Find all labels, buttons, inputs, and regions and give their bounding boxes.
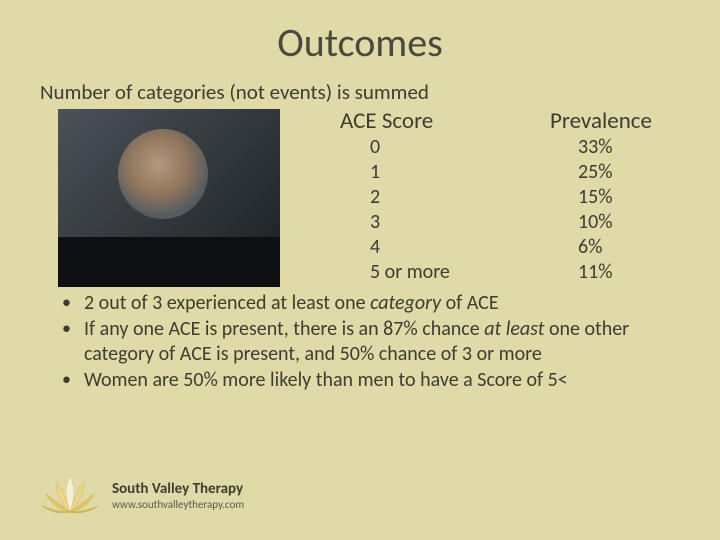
cell-prev: 25% [572,160,672,185]
table-wrap: ACE Score Prevalence 0 33% 1 25% 2 15% 3… [40,107,680,287]
bullet-em: category [370,291,441,315]
cell-prev: 33% [572,135,672,160]
cell-prev: 11% [572,260,672,285]
bullet-text: of ACE [441,291,499,315]
content-area: Number of categories (not events) is sum… [0,67,720,393]
page-title: Outcomes [0,0,720,67]
header-prevalence: Prevalence [550,107,680,135]
cell-prev: 6% [572,235,672,260]
cell-prev: 10% [572,210,672,235]
bullet-item: 2 out of 3 experienced at least one cate… [62,291,680,317]
header-ace-score: ACE Score [340,107,550,135]
footer: South Valley Therapy www.southvalleyther… [38,468,244,524]
bullet-em: at least [484,317,544,341]
table-row: 4 6% [340,235,680,260]
stressed-man-photo [58,109,280,287]
table-header: ACE Score Prevalence [340,107,680,135]
table-row: 3 10% [340,210,680,235]
table-row: 1 25% [340,160,680,185]
bullet-list: 2 out of 3 experienced at least one cate… [40,291,680,393]
cell-score: 5 or more [340,260,572,285]
cell-score: 4 [340,235,572,260]
bullet-text: If any one ACE is present, there is an 8… [84,317,484,341]
brand-url: www.southvalleytherapy.com [112,498,244,511]
bullet-text: Women are 50% more likely than men to ha… [84,368,568,392]
table-row: 0 33% [340,135,680,160]
bullet-item: Women are 50% more likely than men to ha… [62,368,680,394]
lotus-icon [38,468,102,524]
table-row: 2 15% [340,185,680,210]
cell-score: 3 [340,210,572,235]
bullet-text: 2 out of 3 experienced at least one [84,291,370,315]
cell-score: 1 [340,160,572,185]
intro-text: Number of categories (not events) is sum… [40,79,680,105]
footer-text: South Valley Therapy www.southvalleyther… [112,480,244,513]
cell-prev: 15% [572,185,672,210]
cell-score: 0 [340,135,572,160]
brand-name: South Valley Therapy [112,480,244,498]
ace-table: ACE Score Prevalence 0 33% 1 25% 2 15% 3… [280,107,680,285]
bullet-item: If any one ACE is present, there is an 8… [62,317,680,368]
table-row: 5 or more 11% [340,260,680,285]
cell-score: 2 [340,185,572,210]
